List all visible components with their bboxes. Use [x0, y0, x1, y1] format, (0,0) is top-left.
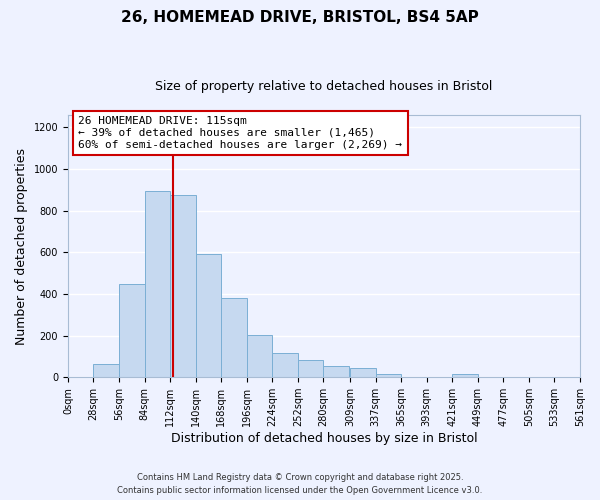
- Title: Size of property relative to detached houses in Bristol: Size of property relative to detached ho…: [155, 80, 493, 93]
- Bar: [170, 195, 196, 377]
- Bar: [119, 284, 145, 377]
- Bar: [247, 334, 272, 377]
- Bar: [350, 368, 376, 377]
- Bar: [145, 191, 170, 377]
- Bar: [94, 364, 119, 377]
- Bar: [376, 374, 401, 377]
- Bar: [452, 374, 478, 377]
- Bar: [196, 254, 221, 377]
- Bar: [221, 298, 247, 377]
- Text: 26 HOMEMEAD DRIVE: 115sqm
← 39% of detached houses are smaller (1,465)
60% of se: 26 HOMEMEAD DRIVE: 115sqm ← 39% of detac…: [78, 116, 402, 150]
- Y-axis label: Number of detached properties: Number of detached properties: [15, 148, 28, 344]
- Text: 26, HOMEMEAD DRIVE, BRISTOL, BS4 5AP: 26, HOMEMEAD DRIVE, BRISTOL, BS4 5AP: [121, 10, 479, 25]
- Bar: [272, 354, 298, 377]
- X-axis label: Distribution of detached houses by size in Bristol: Distribution of detached houses by size …: [170, 432, 477, 445]
- Text: Contains HM Land Registry data © Crown copyright and database right 2025.
Contai: Contains HM Land Registry data © Crown c…: [118, 474, 482, 495]
- Bar: [298, 360, 323, 377]
- Bar: [323, 366, 349, 377]
